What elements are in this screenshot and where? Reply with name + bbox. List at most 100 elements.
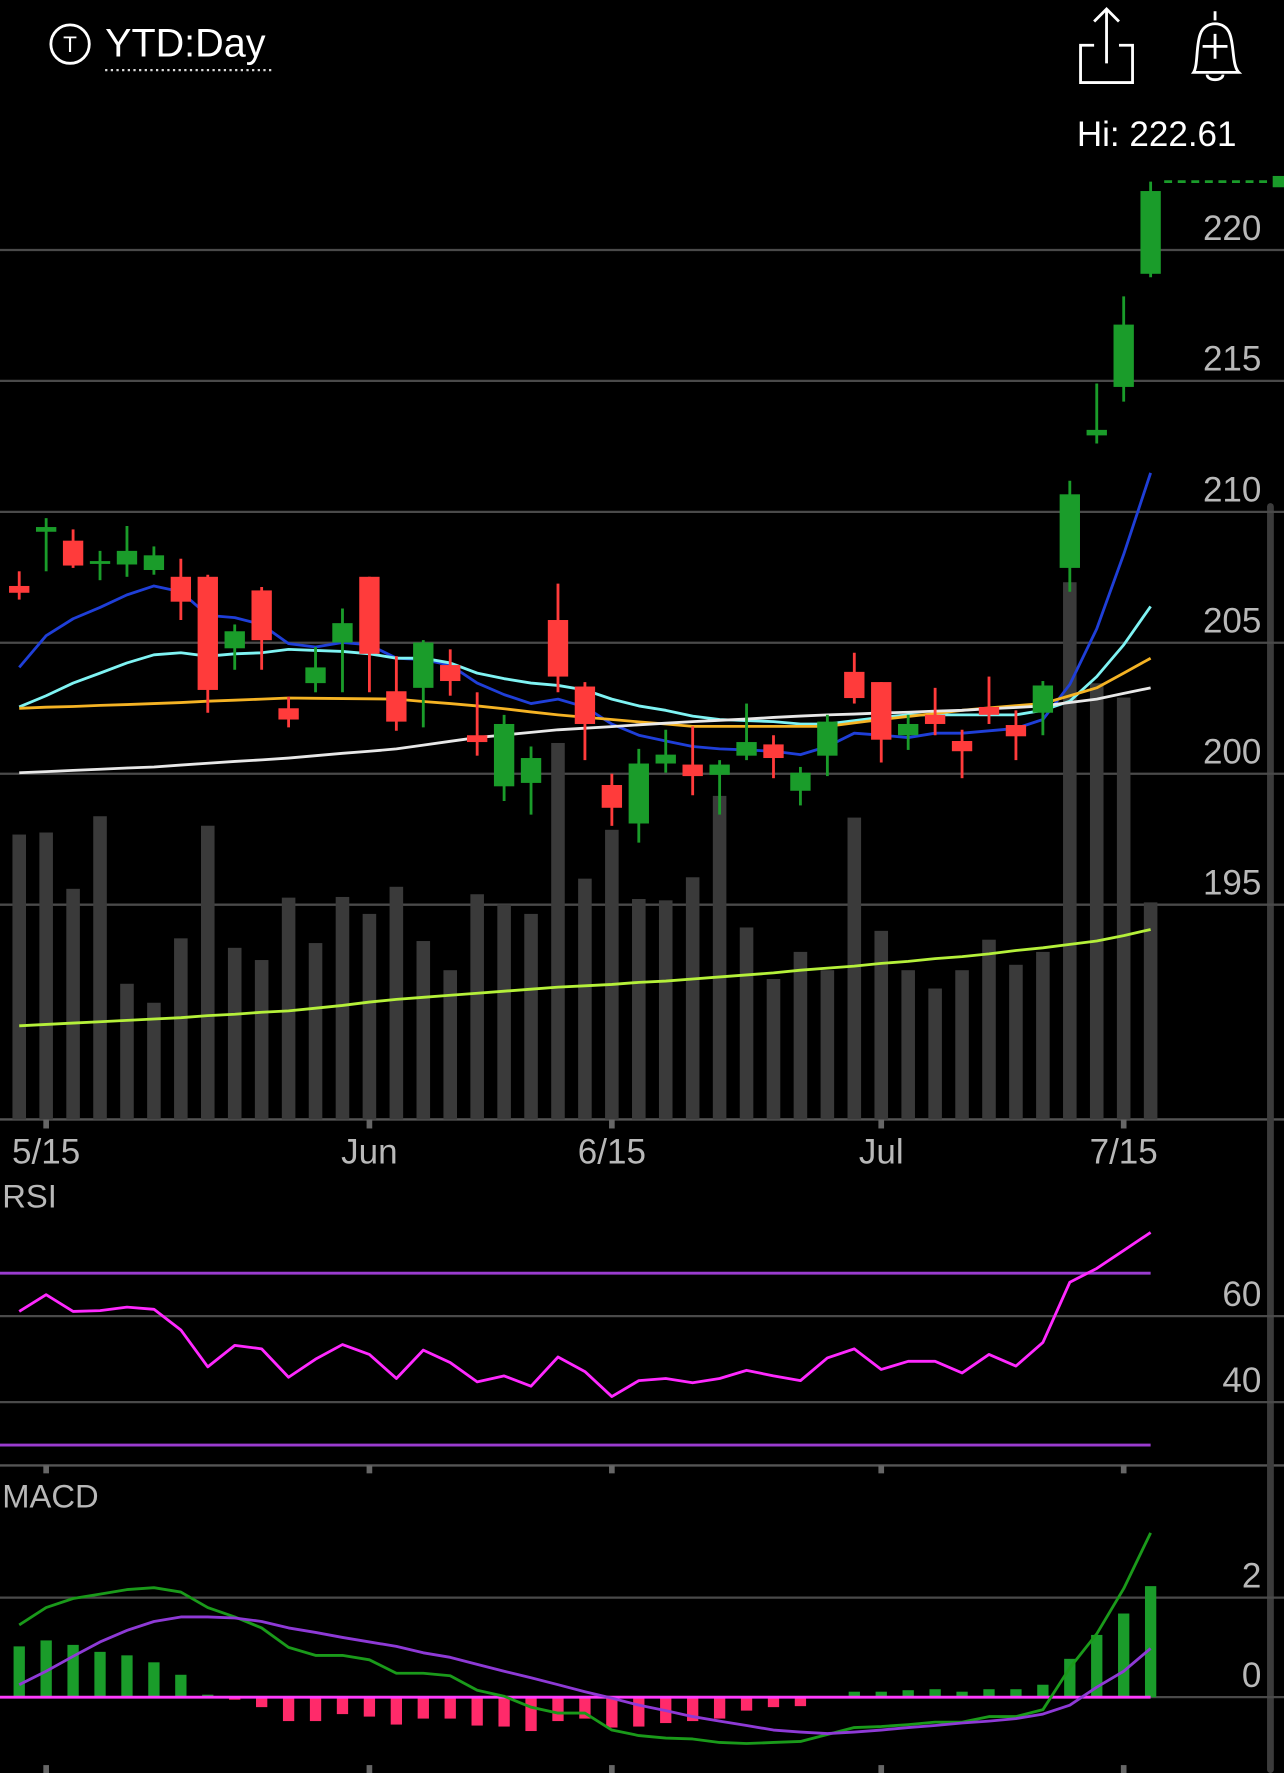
candle-body <box>224 631 245 649</box>
macd-histogram-bar <box>363 1697 376 1717</box>
candle-body <box>305 667 326 684</box>
volume-bar <box>1036 951 1050 1120</box>
bell <box>1190 11 1243 82</box>
rsi-line <box>18 1231 1152 1398</box>
candle-body <box>601 785 623 808</box>
candle-body <box>898 723 919 736</box>
candle-body <box>143 555 165 570</box>
candle-body <box>628 763 649 824</box>
candle-body <box>520 758 542 783</box>
candle-body <box>359 576 380 654</box>
y-tick-label: 40 <box>1222 1361 1261 1400</box>
volume-bar <box>658 900 673 1120</box>
volume-bar <box>739 927 754 1120</box>
volume-bar <box>928 988 942 1120</box>
volume-bar <box>793 951 808 1120</box>
share-button[interactable] <box>1079 7 1134 84</box>
volume-bar <box>766 979 781 1120</box>
volume-bar <box>874 930 889 1120</box>
volume-bar <box>578 878 592 1120</box>
candle-body <box>817 721 838 756</box>
volume-bar <box>201 825 215 1120</box>
macd-histogram-bar <box>983 1689 995 1698</box>
volume-bar <box>281 897 296 1120</box>
macd-histogram-bar <box>148 1662 160 1698</box>
share-box <box>1079 43 1134 84</box>
volume-bar <box>1009 964 1023 1120</box>
y-tick-label: 0 <box>1242 1656 1261 1695</box>
volume-bar <box>497 904 511 1120</box>
volume-bar <box>901 970 915 1120</box>
candle-body <box>170 576 192 602</box>
macd-histogram-bar <box>1037 1684 1049 1698</box>
macd-histogram-bar <box>1091 1634 1103 1698</box>
macd-histogram-bar <box>444 1697 456 1719</box>
candle-body <box>924 714 946 724</box>
volume-bar <box>39 832 53 1120</box>
y-tick-label: 2 <box>1242 1556 1261 1595</box>
candle-body <box>251 590 272 641</box>
candle-body <box>332 623 353 643</box>
candle-body <box>978 706 1000 715</box>
x-tick-label: Jun <box>341 1133 397 1172</box>
macd-histogram-bar <box>606 1697 618 1728</box>
candle-body <box>197 576 218 690</box>
macd-histogram-bar <box>67 1644 79 1698</box>
volume-bar <box>254 960 269 1120</box>
alert-button[interactable] <box>1190 11 1243 82</box>
volume-bar <box>524 913 538 1120</box>
candle-body <box>951 741 973 752</box>
candle-body <box>709 764 730 775</box>
macd-histogram-bar <box>256 1697 268 1708</box>
candle-body <box>1113 324 1134 387</box>
candle-body <box>1059 494 1080 568</box>
candle-body <box>1086 429 1107 436</box>
volume-bar <box>632 898 646 1120</box>
volume-bar <box>308 943 323 1120</box>
x-tick-label: 5/15 <box>12 1133 80 1172</box>
x-tick-label: 6/15 <box>578 1133 646 1172</box>
volume-bar <box>443 970 458 1120</box>
candle-body <box>547 620 569 677</box>
macd-histogram-bar <box>552 1697 564 1722</box>
volume-bar <box>605 829 619 1120</box>
volume-bar <box>712 795 727 1120</box>
candle-body <box>35 527 57 532</box>
period-selector[interactable]: T YTD:Day <box>49 22 275 72</box>
macd-histogram-bar <box>40 1640 52 1698</box>
volume-bar <box>847 817 862 1120</box>
volume-bar <box>12 834 26 1120</box>
candle-body <box>574 686 596 724</box>
high-marker <box>1272 175 1284 188</box>
candle-body <box>790 772 811 791</box>
y-tick-label: 220 <box>1203 209 1261 248</box>
macd-line <box>18 1615 1152 1735</box>
candle-body <box>413 642 434 688</box>
volume-bar <box>174 938 188 1120</box>
x-tick-label: 7/15 <box>1090 1133 1158 1172</box>
candle-body <box>736 742 757 756</box>
y-tick-label: 215 <box>1203 340 1261 379</box>
volume-bar <box>227 947 242 1120</box>
volume-bar <box>1116 697 1131 1120</box>
macd-histogram-bar <box>929 1689 941 1698</box>
candle-body <box>844 671 865 699</box>
macd-histogram-bar <box>1064 1658 1076 1698</box>
volume-bar <box>955 970 969 1120</box>
volume-bar <box>1143 902 1158 1120</box>
macd-histogram-bar <box>417 1697 429 1719</box>
macd-histogram-bar <box>175 1674 187 1698</box>
candle-body <box>493 723 515 787</box>
scrollbar[interactable] <box>1267 503 1274 1773</box>
volume-bar <box>1063 582 1077 1120</box>
candle-body <box>116 550 138 565</box>
macd-histogram-bar <box>1010 1689 1022 1698</box>
candle-body <box>89 561 111 564</box>
macd-histogram-bar <box>848 1691 860 1698</box>
candle-body <box>278 708 299 720</box>
macd-histogram-bar <box>336 1697 349 1715</box>
y-tick-label: 60 <box>1222 1275 1261 1314</box>
y-tick-label: 205 <box>1203 602 1261 641</box>
volume-bar <box>389 886 404 1120</box>
